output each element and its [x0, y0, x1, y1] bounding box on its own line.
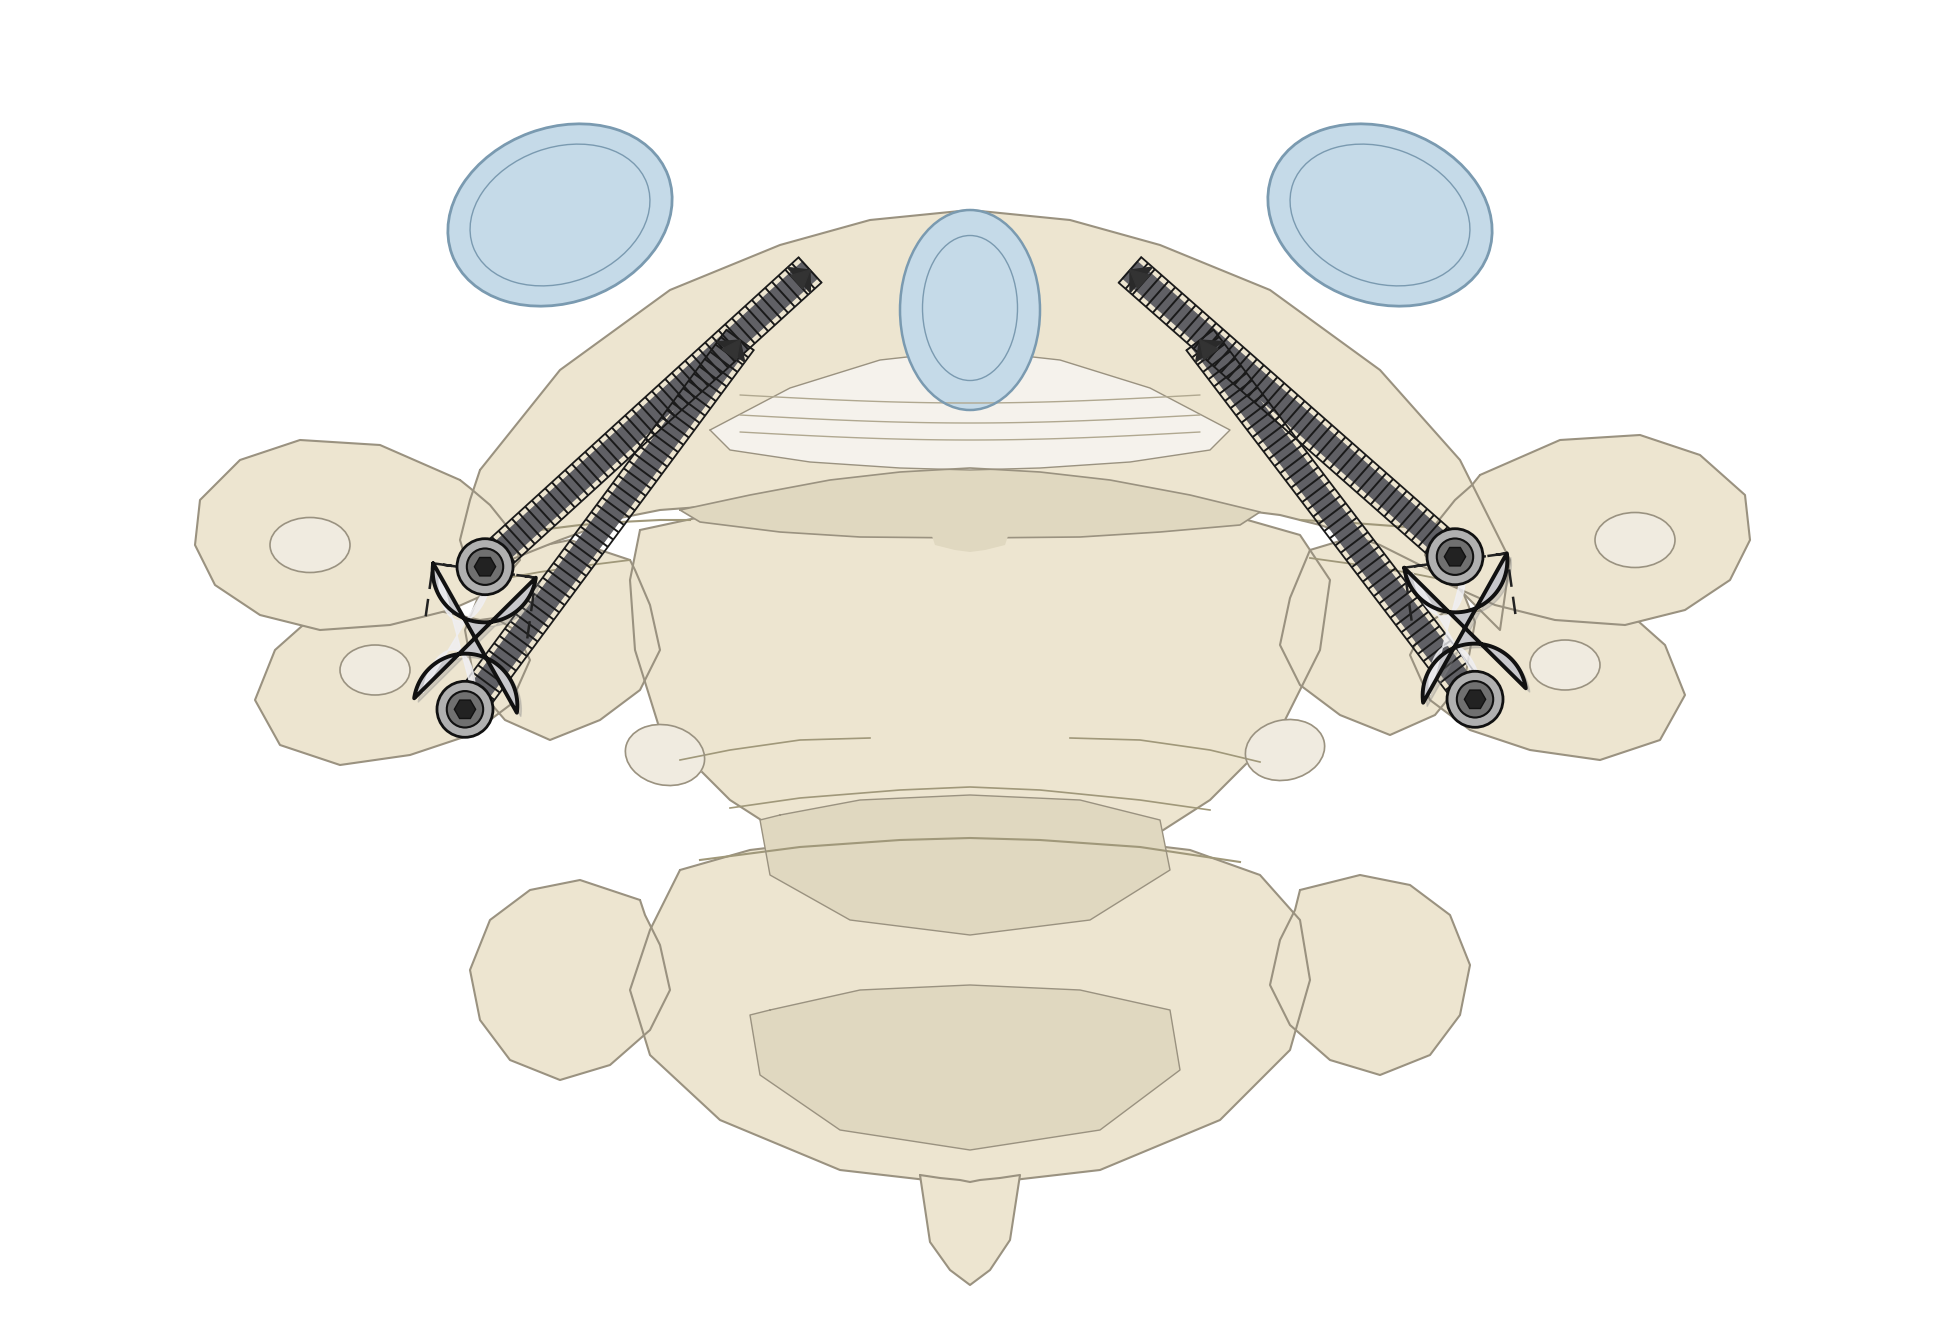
- Circle shape: [467, 549, 504, 585]
- Circle shape: [446, 691, 483, 727]
- Circle shape: [1437, 538, 1474, 574]
- Polygon shape: [630, 836, 1311, 1185]
- Circle shape: [1456, 682, 1493, 718]
- Polygon shape: [787, 268, 811, 293]
- Polygon shape: [717, 340, 745, 363]
- Polygon shape: [196, 441, 520, 631]
- Polygon shape: [931, 530, 1010, 552]
- Polygon shape: [1123, 261, 1458, 560]
- Polygon shape: [1191, 333, 1479, 702]
- Ellipse shape: [900, 210, 1039, 410]
- Ellipse shape: [626, 724, 704, 786]
- Polygon shape: [710, 349, 1229, 470]
- Polygon shape: [750, 986, 1181, 1150]
- Polygon shape: [1130, 266, 1152, 293]
- Ellipse shape: [339, 645, 409, 695]
- Polygon shape: [630, 495, 1330, 874]
- Polygon shape: [919, 1176, 1020, 1285]
- Ellipse shape: [1596, 513, 1675, 568]
- Circle shape: [1427, 529, 1483, 585]
- Polygon shape: [760, 795, 1169, 935]
- Ellipse shape: [270, 517, 351, 573]
- Polygon shape: [1270, 874, 1470, 1075]
- Circle shape: [1446, 671, 1503, 727]
- Polygon shape: [465, 540, 659, 740]
- Polygon shape: [483, 262, 818, 570]
- Ellipse shape: [1530, 640, 1600, 690]
- Polygon shape: [791, 270, 811, 289]
- Polygon shape: [1200, 340, 1218, 360]
- Circle shape: [458, 538, 514, 595]
- Polygon shape: [1425, 435, 1751, 625]
- Polygon shape: [1280, 532, 1476, 735]
- Polygon shape: [475, 557, 496, 576]
- Ellipse shape: [1268, 123, 1493, 307]
- Ellipse shape: [448, 123, 673, 307]
- Circle shape: [436, 682, 493, 738]
- Polygon shape: [1464, 690, 1485, 708]
- Polygon shape: [1408, 557, 1530, 707]
- Polygon shape: [419, 568, 539, 716]
- Polygon shape: [1130, 270, 1150, 289]
- Polygon shape: [469, 880, 671, 1081]
- Polygon shape: [1445, 548, 1466, 566]
- Ellipse shape: [1245, 719, 1324, 781]
- Polygon shape: [1410, 595, 1685, 761]
- Polygon shape: [256, 600, 529, 765]
- Polygon shape: [721, 340, 741, 360]
- Polygon shape: [681, 469, 1260, 538]
- Polygon shape: [1404, 553, 1526, 703]
- Polygon shape: [454, 700, 475, 719]
- Polygon shape: [460, 210, 1510, 631]
- Polygon shape: [415, 564, 535, 712]
- Polygon shape: [461, 333, 748, 711]
- Polygon shape: [423, 572, 491, 700]
- Polygon shape: [1414, 566, 1481, 695]
- Polygon shape: [1196, 340, 1224, 363]
